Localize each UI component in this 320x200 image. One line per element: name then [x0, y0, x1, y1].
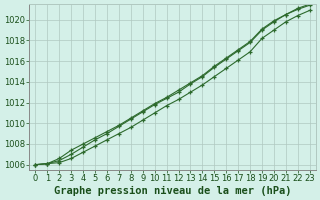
- X-axis label: Graphe pression niveau de la mer (hPa): Graphe pression niveau de la mer (hPa): [54, 186, 291, 196]
